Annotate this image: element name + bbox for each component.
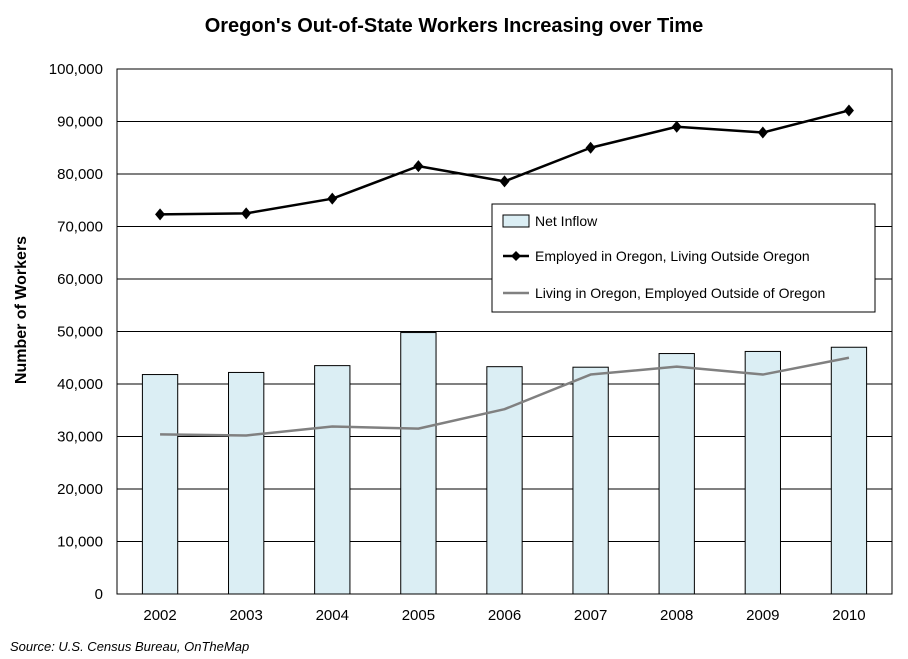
y-tick-label: 70,000	[57, 219, 103, 236]
bar-net-inflow	[486, 366, 523, 595]
y-tick-labels: 0 10,000 20,000 30,000 40,000 50,000 60,000 70,…	[49, 61, 103, 603]
y-tick-label: 30,000	[57, 429, 103, 446]
x-tick-label: 2006	[488, 607, 521, 624]
series-lines	[155, 104, 854, 437]
legend: Net Inflow Employed in Oregon, Living Ou…	[491, 203, 876, 313]
line-point-employed-in-oregon	[327, 192, 338, 205]
x-tick-label: 2003	[229, 607, 262, 624]
line-point-employed-in-oregon	[413, 160, 424, 173]
legend-label-employed-in-oregon: Employed in Oregon, Living Outside Orego…	[535, 248, 810, 264]
bar-net-inflow	[744, 350, 781, 595]
legend-box	[491, 203, 876, 313]
bar-net-inflow	[228, 371, 265, 595]
line-point-employed-in-oregon	[671, 120, 682, 133]
x-tick-label: 2005	[402, 607, 435, 624]
line-point-employed-in-oregon	[155, 208, 166, 221]
y-tick-label: 10,000	[57, 534, 103, 551]
bar-net-inflow	[830, 346, 868, 595]
chart-title: Oregon's Out-of-State Workers Increasing…	[205, 15, 704, 37]
x-tick-label: 2002	[143, 607, 176, 624]
line-point-employed-in-oregon	[499, 175, 510, 188]
y-tick-label: 60,000	[57, 271, 103, 288]
legend-swatch-net-inflow	[502, 214, 530, 228]
series-line-2	[160, 356, 850, 437]
y-tick-label: 0	[95, 586, 103, 603]
line-point-employed-in-oregon	[757, 126, 768, 139]
line-point-employed-in-oregon	[585, 141, 596, 154]
x-tick-labels: 2002 2003 2004 2005 2006 2007 2008 2009 2010	[143, 607, 865, 624]
x-tick-label: 2007	[574, 607, 607, 624]
y-tick-label: 90,000	[57, 114, 103, 131]
legend-label-living-in-oregon: Living in Oregon, Employed Outside of Or…	[535, 285, 825, 301]
x-tick-label: 2009	[746, 607, 779, 624]
x-tick-label: 2004	[316, 607, 349, 624]
y-tick-label: 20,000	[57, 481, 103, 498]
y-tick-label: 100,000	[49, 61, 103, 78]
x-tick-label: 2010	[832, 607, 865, 624]
bar-net-inflow	[314, 365, 351, 595]
y-tick-label: 50,000	[57, 324, 103, 341]
bar-net-inflow	[658, 353, 695, 595]
x-tick-label: 2008	[660, 607, 693, 624]
y-axis-label: Number of Workers	[13, 236, 30, 384]
bar-net-inflow	[141, 374, 179, 595]
bar-net-inflow	[572, 366, 609, 595]
legend-marker-diamond	[511, 251, 521, 261]
plot-border	[116, 68, 893, 595]
source-note: Source: U.S. Census Bureau, OnTheMap	[10, 639, 249, 654]
legend-label-net-inflow: Net Inflow	[535, 213, 598, 229]
line-point-employed-in-oregon	[241, 207, 252, 220]
y-tick-label: 40,000	[57, 376, 103, 393]
bars	[141, 332, 868, 595]
line-point-employed-in-oregon	[843, 104, 854, 117]
y-tick-label: 80,000	[57, 166, 103, 183]
series-line-1	[160, 109, 850, 216]
bar-net-inflow	[400, 332, 437, 595]
